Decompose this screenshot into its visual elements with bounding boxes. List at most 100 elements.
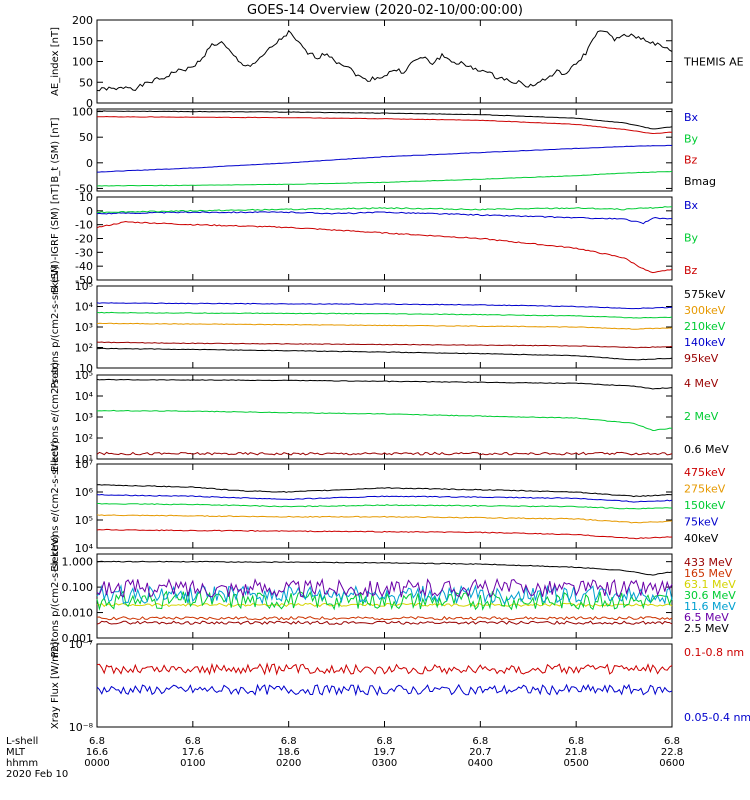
ytick-label: -40 <box>75 260 93 273</box>
panel-xray: 10⁻⁸ 10⁻⁷ Xray Flux [W/m2] 0.1-0.8 nm 0.05-0… <box>50 638 750 734</box>
panel-protons: 10 10² 10³ 10⁴ 10⁵ Protons p/(cm2-s-sr-keV) 57… <box>50 265 726 388</box>
series-line-protons2-3 <box>96 590 673 611</box>
ytick-label: 10⁻⁸ <box>69 721 94 734</box>
footer-tick-label: 18.6 <box>278 747 300 758</box>
series-line-xray-1 <box>96 683 673 697</box>
ytick-label: 100 <box>72 56 93 69</box>
ytick-label: 10⁴ <box>75 542 94 555</box>
footer-tick-label: 0100 <box>180 758 205 769</box>
series-line-bigrf-0 <box>96 211 672 225</box>
legend-entry: 0.05-0.4 nm <box>684 711 750 724</box>
legend-entry: 63.1 MeV <box>684 578 736 591</box>
legend-entry: 165 MeV <box>684 567 733 580</box>
footer-row-label: hhmm <box>6 758 38 769</box>
ytick-label: -20 <box>75 233 93 246</box>
ytick-label: 10⁴ <box>75 390 94 403</box>
series-line-bsm-3 <box>96 110 673 130</box>
legend-entry: 433 MeV <box>684 556 733 569</box>
legend-entry: 300keV <box>684 304 726 317</box>
panel-ae: 0 50 100 150 200 AE_index [nT] THEMIS AE <box>50 14 744 110</box>
legend-entry: By <box>684 232 699 245</box>
series-line-protons-3 <box>96 302 673 310</box>
footer-tick-label: 6.8 <box>89 736 105 747</box>
panel-bsm: -50 0 50 100 B_t (SM) [nT] Bx By Bz Bmag <box>50 106 716 196</box>
ytick-label: 200 <box>72 14 93 27</box>
legend-entry: 275keV <box>684 483 726 496</box>
ytick-label: 10¹ <box>75 453 93 466</box>
series-line-protons-0 <box>97 347 673 361</box>
ytick-label: 50 <box>79 76 93 89</box>
series-line-electrons2-2 <box>97 503 672 510</box>
ylabel: Protons p/(cm2-s-sr-keV) <box>50 534 61 657</box>
ytick-label: 10⁴ <box>75 301 94 314</box>
legend-entry: Bx <box>684 199 699 212</box>
figure-title: GOES-14 Overview (2020-02-10/00:00:00) <box>247 3 523 18</box>
footer-tick-label: 21.8 <box>565 747 587 758</box>
ytick-label: 0 <box>86 205 93 218</box>
panel-frame <box>96 19 673 104</box>
ytick-label: 10 <box>79 362 93 375</box>
panel-frame <box>96 108 673 192</box>
series-line-electrons2-4 <box>96 484 673 498</box>
legend-entry: 30.6 MeV <box>684 589 736 602</box>
series-line-electrons1-1 <box>96 409 673 432</box>
legend-entry: 6.5 MeV <box>684 611 729 624</box>
footer-tick-label: 6.8 <box>377 736 393 747</box>
footer-tick-label: 6.8 <box>664 736 680 747</box>
ytick-label: 10⁶ <box>75 486 94 499</box>
legend-entry: THEMIS AE <box>683 56 744 69</box>
footer-row-label: L-shell <box>6 736 38 747</box>
ylabel: B (SM)-IGRF (SM) [nT] <box>50 184 61 293</box>
legend-entry: 0.6 MeV <box>684 443 729 456</box>
series-line-protons-1 <box>96 322 673 330</box>
series-line-electrons2-0 <box>96 528 673 540</box>
ytick-label: 10⁷ <box>75 458 93 471</box>
ytick-label: 10³ <box>75 411 93 424</box>
ylabel: Protons p/(cm2-s-sr-keV) <box>50 265 61 388</box>
series-line-protons2-6 <box>96 560 673 576</box>
series-line-protons2-2 <box>96 602 673 608</box>
series-line-protons2-0 <box>96 620 673 625</box>
legend-entry: Bmag <box>684 175 716 188</box>
legend-entry: 475keV <box>684 466 726 479</box>
footer-tick-label: 19.7 <box>373 747 395 758</box>
footer-tick-label: 0500 <box>563 758 588 769</box>
ytick-label: 0 <box>86 97 93 110</box>
ytick-label: 10⁵ <box>75 514 93 527</box>
panel-frame <box>96 196 673 281</box>
series-line-bsm-1 <box>96 170 673 187</box>
series-line-bigrf-2 <box>96 220 673 274</box>
legend-entry: 2 MeV <box>684 410 719 423</box>
ytick-label: 10² <box>75 342 93 355</box>
footer-tick-label: 0400 <box>468 758 493 769</box>
footer-tick-label: 6.8 <box>472 736 488 747</box>
legend-entry: 11.6 MeV <box>684 600 736 613</box>
legend-entry: 150keV <box>684 499 726 512</box>
series-line-bsm-2 <box>97 115 673 135</box>
series-line-xray-0 <box>96 662 673 676</box>
ytick-label: 0.001 <box>62 632 94 645</box>
ytick-label: 0.100 <box>62 581 94 594</box>
footer-tick-label: 20.7 <box>469 747 491 758</box>
series-line-protons2-1 <box>96 615 673 621</box>
series-line-electrons1-0 <box>96 451 673 456</box>
ytick-label: 10⁵ <box>75 369 93 382</box>
ytick-label: -10 <box>75 219 93 232</box>
legend-entry: 40keV <box>684 532 719 545</box>
ylabel: Electrons e/(cm2-s-sr) <box>50 362 61 472</box>
footer-row-label: MLT <box>6 747 26 758</box>
ytick-label: 1.000 <box>62 556 94 569</box>
series-line-protons2-4 <box>96 584 673 606</box>
footer-tick-label: 0300 <box>372 758 397 769</box>
footer-tick-label: 16.6 <box>86 747 108 758</box>
legend-entry: 2.5 MeV <box>684 622 729 635</box>
ytick-label: 10 <box>79 191 93 204</box>
ylabel: B_t (SM) [nT] <box>50 117 61 182</box>
legend-entry: 575keV <box>684 288 726 301</box>
series-line-protons2-5 <box>96 577 673 598</box>
